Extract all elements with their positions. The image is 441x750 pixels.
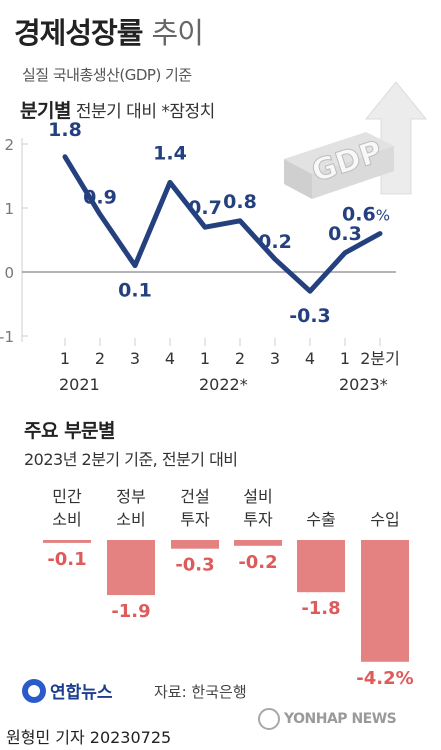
category-label-line1: 정부 [116, 487, 145, 506]
gdp-arrow-graphic: GDP [284, 81, 428, 199]
x-tick-label: 1 [340, 349, 350, 368]
x-tick-label: 2 [235, 349, 245, 368]
bar-value-label: -0.2 [238, 552, 277, 573]
title-bold: 경제성장률 [14, 16, 143, 50]
category-label-line1: 민간 [52, 487, 82, 506]
watermark: YONHAP NEWS [258, 708, 397, 730]
logo-text: 연합뉴스 [50, 683, 113, 703]
bar [107, 540, 155, 596]
data-label-unit: % [376, 207, 390, 225]
x-tick-label: 2 [95, 349, 105, 368]
yonhap-logo: 연합뉴스 [22, 678, 113, 703]
quarterly-heading-note: 전분기 대비 *잠정치 [75, 102, 215, 122]
category-label-line2: 수입 [370, 510, 399, 529]
x-tick-label: 1 [200, 349, 210, 368]
quarterly-line-chart: 2 1 0 -1 1.8 0.9 0.1 1.4 0.7 0.80.2 -0.3 0.30.6% 1… [0, 120, 400, 394]
sector-title: 주요 부문별 [24, 420, 116, 442]
data-label: 0.1 [118, 280, 152, 302]
quarterly-heading-bold: 분기별 [20, 100, 71, 122]
bar-value-label: -4.2% [356, 668, 413, 689]
bar [361, 540, 409, 662]
x-tick-label: 3 [130, 349, 140, 368]
y-tick-label: 1 [4, 200, 14, 218]
source-note: 자료: 한국은행 [154, 683, 247, 701]
data-label: 0.2 [258, 231, 292, 253]
category-label-line2: 수출 [306, 510, 335, 529]
data-label: -0.3 [289, 305, 331, 327]
category-label-line2: 투자 [243, 510, 273, 529]
category-label-line1: 건설 [180, 487, 209, 506]
bar-value-label: -1.8 [301, 598, 340, 619]
category-label-line2: 소비 [52, 510, 81, 529]
y-tick-label: -1 [0, 328, 14, 346]
bar-value-label: -0.1 [47, 549, 86, 570]
reporter-credit: 원형민 기자 20230725 [6, 728, 172, 747]
bar [234, 540, 282, 546]
bars [43, 540, 409, 662]
data-label: 0.7 [188, 197, 222, 219]
x-tick-label: 4 [305, 349, 315, 368]
series-line [62, 154, 383, 294]
x-tick-label: 2분기 [360, 349, 400, 368]
x-tick-label: 3 [270, 349, 280, 368]
title-light: 추이 [151, 16, 204, 50]
gdp-growth-series [62, 154, 383, 294]
data-label: 1.4 [153, 142, 187, 164]
bar [43, 540, 91, 543]
data-label: 0.9 [83, 186, 117, 208]
data-label: 0.3 [328, 223, 362, 245]
y-tick-label: 0 [4, 264, 14, 282]
y-tick-label: 2 [4, 136, 14, 154]
x-tick-label: 1 [60, 349, 70, 368]
watermark-icon [258, 708, 280, 730]
category-label-line2: 소비 [116, 510, 145, 529]
watermark-text: YONHAP NEWS [284, 711, 397, 727]
page-title: 경제성장률 추이 [14, 10, 204, 52]
bar-value-label: -0.3 [175, 555, 214, 576]
category-label-line1: 설비 [243, 487, 272, 506]
data-label: 0.6% [342, 204, 390, 226]
year-label: 2023* [339, 375, 388, 394]
bar [297, 540, 345, 593]
year-label: 2021 [59, 375, 100, 394]
bar [171, 540, 219, 549]
year-label: 2022* [199, 375, 248, 394]
x-tick-label: 4 [165, 349, 175, 368]
sector-subtitle: 2023년 2분기 기준, 전분기 대비 [24, 450, 238, 469]
data-label: 0.8 [223, 191, 257, 213]
data-labels: 1.8 0.9 0.1 1.4 0.7 0.80.2 -0.3 0.30.6% [48, 120, 390, 327]
yonhap-logo-icon [22, 678, 46, 703]
page-subtitle: 실질 국내총생산(GDP) 기준 [22, 66, 192, 84]
bar-value-labels: -0.1 -1.9 -0.3 -0.2 -1.8 -4.2% [47, 549, 413, 689]
category-label-line2: 투자 [180, 510, 210, 529]
y-axis: 2 1 0 -1 [0, 136, 28, 346]
x-axis: 1 2 3 4 1 2 3 4 1 2분기 2021 2022* 2023* [59, 338, 400, 394]
quarterly-heading: 분기별 전분기 대비 *잠정치 [20, 96, 215, 123]
data-label: 1.8 [48, 120, 82, 141]
bar-value-label: -1.9 [111, 601, 150, 622]
